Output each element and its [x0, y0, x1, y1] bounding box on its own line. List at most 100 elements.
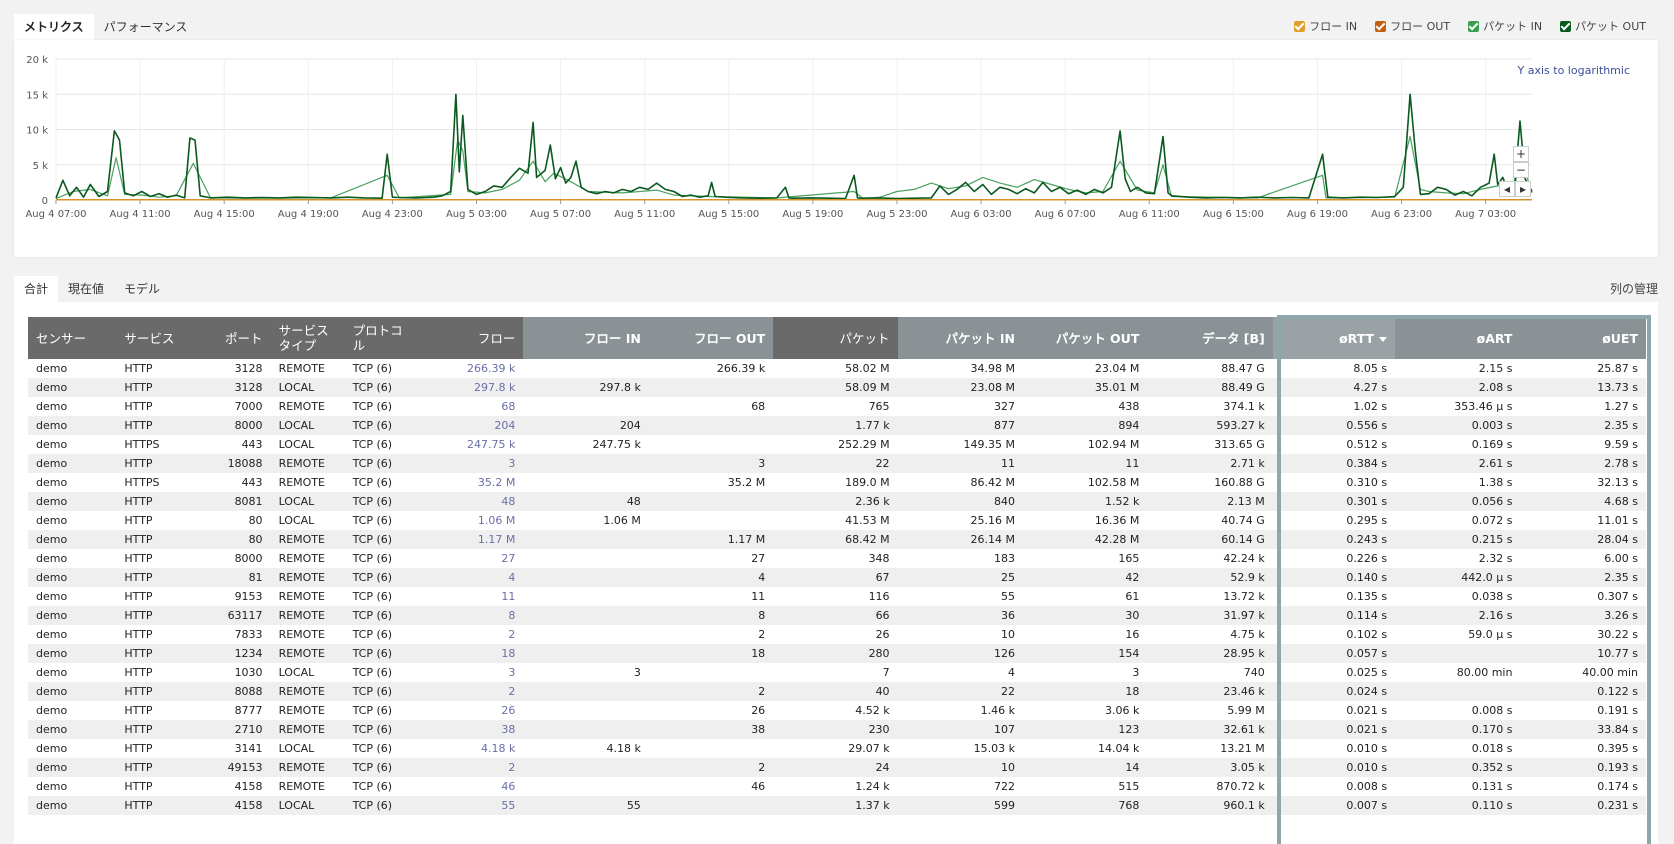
flow-value-link[interactable]: 18 [420, 644, 524, 663]
checkbox-checked-icon[interactable] [1468, 20, 1480, 32]
flow-value-link[interactable]: 3 [420, 454, 524, 473]
table-row[interactable]: demo HTTP 18088 REMOTE TCP (6) 3 3 22 11 11 2.71 k… [28, 454, 1646, 473]
table-cell: 1.27 s [1520, 397, 1646, 416]
flow-value-link[interactable]: 8 [420, 606, 524, 625]
tab-total[interactable]: 合計 [14, 276, 59, 302]
manage-columns-link[interactable]: 列の管理 [1609, 282, 1658, 296]
table-cell: TCP (6) [344, 435, 421, 454]
flow-value-link[interactable]: 11 [420, 587, 524, 606]
flow-value-link[interactable]: 27 [420, 549, 524, 568]
table-row[interactable]: demo HTTP 1234 REMOTE TCP (6) 18 18 280 126 154 28… [28, 644, 1646, 663]
table-cell: 34.98 M [897, 359, 1023, 378]
table-cell: HTTP [116, 397, 205, 416]
log-scale-toggle[interactable]: Y axis to logarithmic [1517, 64, 1630, 77]
tab-performance[interactable]: パフォーマンス [103, 20, 188, 34]
table-cell [523, 682, 649, 701]
table-row[interactable]: demo HTTP 8000 REMOTE TCP (6) 27 27 348 183 165 42… [28, 549, 1646, 568]
flow-value-link[interactable]: 247.75 k [420, 435, 524, 454]
flow-value-link[interactable]: 26 [420, 701, 524, 720]
table-row[interactable]: demo HTTP 7000 REMOTE TCP (6) 68 68 765 327 438 37… [28, 397, 1646, 416]
column-header[interactable]: サービス [116, 317, 205, 359]
flow-value-link[interactable]: 2 [420, 758, 524, 777]
table-cell: 126 [897, 644, 1023, 663]
flow-value-link[interactable]: 2 [420, 682, 524, 701]
column-header[interactable]: øART [1395, 317, 1521, 359]
flow-value-link[interactable]: 46 [420, 777, 524, 796]
table-row[interactable]: demo HTTP 8777 REMOTE TCP (6) 26 26 4.52 k 1.46 … [28, 701, 1646, 720]
flow-value-link[interactable]: 1.17 M [420, 530, 524, 549]
flow-value-link[interactable]: 3 [420, 663, 524, 682]
table-cell: REMOTE [270, 758, 345, 777]
pan-left-button[interactable]: ◂ [1499, 181, 1515, 197]
tab-model[interactable]: モデル [124, 282, 161, 296]
table-cell: 61 [1022, 587, 1148, 606]
table-row[interactable]: demo HTTP 4158 LOCAL TCP (6) 55 55 1.37 k 599 768… [28, 796, 1646, 815]
column-header[interactable]: パケット OUT [1022, 317, 1148, 359]
table-row[interactable]: demo HTTP 3141 LOCAL TCP (6) 4.18 k 4.18 k 29.0… [28, 739, 1646, 758]
flow-value-link[interactable]: 204 [420, 416, 524, 435]
table-row[interactable]: demo HTTP 9153 REMOTE TCP (6) 11 11 116 55 61 13.7… [28, 587, 1646, 606]
table-row[interactable]: demo HTTP 49153 REMOTE TCP (6) 2 2 24 10 14 3.05 k… [28, 758, 1646, 777]
table-cell: 80.00 min [1395, 663, 1521, 682]
table-row[interactable]: demo HTTP 2710 REMOTE TCP (6) 38 38 230 107 123 32… [28, 720, 1646, 739]
flow-value-link[interactable]: 4 [420, 568, 524, 587]
column-header[interactable]: ポート [204, 317, 271, 359]
zoom-out-button[interactable]: − [1513, 162, 1529, 178]
table-cell: LOCAL [270, 416, 345, 435]
flow-value-link[interactable]: 297.8 k [420, 378, 524, 397]
flow-value-link[interactable]: 35.2 M [420, 473, 524, 492]
table-cell: 443 [204, 473, 271, 492]
column-header[interactable]: センサー [28, 317, 117, 359]
flow-value-link[interactable]: 55 [420, 796, 524, 815]
column-header[interactable]: パケット IN [897, 317, 1023, 359]
table-row[interactable]: demo HTTP 3128 REMOTE TCP (6) 266.39 k 266.39 … [28, 359, 1646, 378]
zoom-in-button[interactable]: + [1513, 146, 1529, 162]
flow-value-link[interactable]: 2 [420, 625, 524, 644]
column-header[interactable]: サービス タイプ [270, 317, 345, 359]
table-cell: TCP (6) [344, 568, 421, 587]
pan-right-button[interactable]: ▸ [1515, 181, 1531, 197]
table-row[interactable]: demo HTTP 8081 LOCAL TCP (6) 48 48 2.36 k 840 1.5… [28, 492, 1646, 511]
column-header[interactable]: フロー IN [523, 317, 649, 359]
table-header-row: センサー サービス ポート サービス タイプ プロトコルフロー フロー IN フロー OUT パ… [28, 317, 1646, 359]
legend-packet-out[interactable]: パケット OUT [1560, 18, 1646, 34]
column-header[interactable]: øUET [1520, 317, 1646, 359]
flow-value-link[interactable]: 38 [420, 720, 524, 739]
table-row[interactable]: demo HTTP 80 REMOTE TCP (6) 1.17 M 1.17 M 68.42… [28, 530, 1646, 549]
table-row[interactable]: demo HTTP 63117 REMOTE TCP (6) 8 8 66 36 30 31.97 … [28, 606, 1646, 625]
metrics-chart[interactable]: 0 5 k 10 k 15 k 20 k Aug 4 07:00 Aug 4 11:00 Au… [14, 40, 1658, 257]
column-header[interactable]: パケット [773, 317, 898, 359]
flow-value-link[interactable]: 1.06 M [420, 511, 524, 530]
table-row[interactable]: demo HTTPS 443 REMOTE TCP (6) 35.2 M 35.2 M 189… [28, 473, 1646, 492]
table-row[interactable]: demo HTTP 8000 LOCAL TCP (6) 204 204 1.77 k 877 8… [28, 416, 1646, 435]
column-header[interactable]: プロトコル [344, 317, 421, 359]
checkbox-checked-icon[interactable] [1294, 20, 1306, 32]
table-cell: 33.84 s [1520, 720, 1646, 739]
column-header[interactable]: øRTT [1272, 317, 1396, 359]
checkbox-checked-icon[interactable] [1560, 20, 1572, 32]
table-row[interactable]: demo HTTPS 443 LOCAL TCP (6) 247.75 k 247.75 k… [28, 435, 1646, 454]
flow-value-link[interactable]: 68 [420, 397, 524, 416]
checkbox-checked-icon[interactable] [1375, 20, 1387, 32]
tab-metrics[interactable]: メトリクス [14, 14, 94, 40]
flow-value-link[interactable]: 4.18 k [420, 739, 524, 758]
table-row[interactable]: demo HTTP 81 REMOTE TCP (6) 4 4 67 25 42 52.9 k 0.1… [28, 568, 1646, 587]
legend-packet-in[interactable]: パケット IN [1468, 18, 1542, 34]
legend-flow-in[interactable]: フロー IN [1294, 18, 1357, 34]
table-row[interactable]: demo HTTP 80 LOCAL TCP (6) 1.06 M 1.06 M 41.53 … [28, 511, 1646, 530]
table-row[interactable]: demo HTTP 3128 LOCAL TCP (6) 297.8 k 297.8 k 58… [28, 378, 1646, 397]
flow-value-link[interactable]: 266.39 k [420, 359, 524, 378]
tab-current[interactable]: 現在値 [68, 282, 105, 296]
legend-flow-out[interactable]: フロー OUT [1375, 18, 1450, 34]
table-cell: 42.28 M [1022, 530, 1148, 549]
table-row[interactable]: demo HTTP 8088 REMOTE TCP (6) 2 2 40 22 18 23.46 k… [28, 682, 1646, 701]
table-row[interactable]: demo HTTP 4158 REMOTE TCP (6) 46 46 1.24 k 722 51… [28, 777, 1646, 796]
column-header[interactable]: フロー OUT [648, 317, 774, 359]
column-header[interactable]: データ [B] [1147, 317, 1273, 359]
flow-value-link[interactable]: 48 [420, 492, 524, 511]
table-cell: 230 [773, 720, 898, 739]
table-cell: REMOTE [270, 397, 345, 416]
column-header[interactable]: フロー [420, 317, 524, 359]
